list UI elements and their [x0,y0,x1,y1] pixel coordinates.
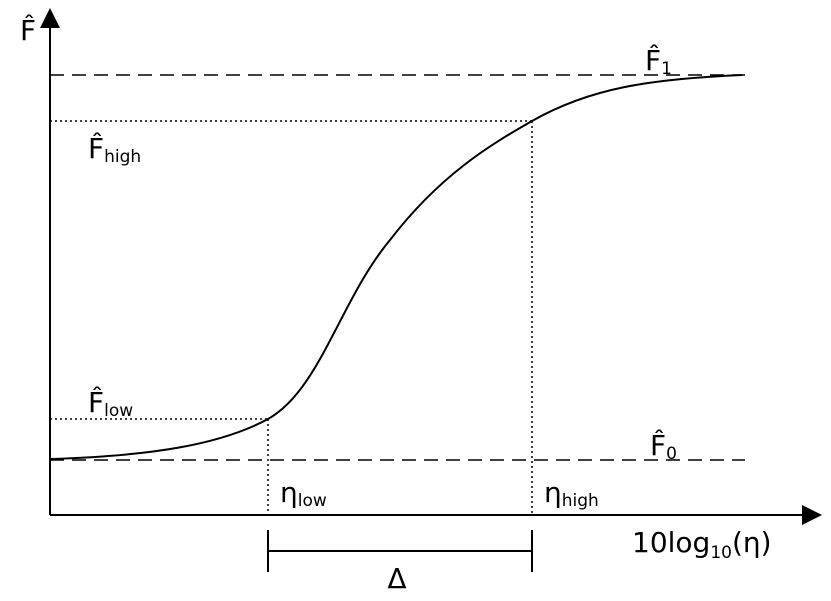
level-label: F̂high [88,132,141,167]
label-sub: 0 [666,444,677,464]
x-axis-label: 10log10(η) [632,526,772,563]
label-sub: high [104,147,141,167]
label-main: F̂ [650,429,666,462]
label-sub: 10 [710,543,732,563]
level-label: F̂low [88,386,133,421]
threshold-label: ηlow [280,476,327,511]
label-sub: high [562,491,599,511]
label-sub: low [298,491,327,511]
threshold-label: ηhigh [544,476,599,511]
level-label: F̂1 [645,44,672,79]
label-main: F̂ [88,132,104,165]
curve [49,74,743,460]
label-sub: 1 [661,59,672,79]
level-label: F̂0 [650,429,677,464]
label-tail: (η) [732,526,772,559]
label-main: F̂ [88,386,104,419]
label-main: F̂ [645,44,661,77]
y-axis-label: F̂ [20,14,36,47]
label-sub: low [104,401,133,421]
label-main: η [280,476,298,509]
label-main: 10log [632,526,710,559]
interval-label: Δ [387,562,406,595]
label-main: η [544,476,562,509]
